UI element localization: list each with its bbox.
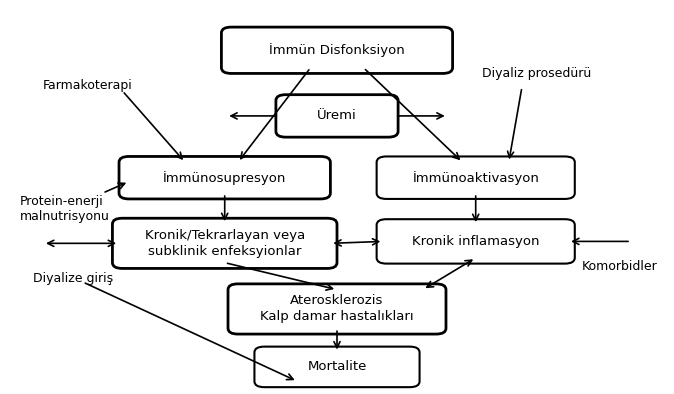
FancyBboxPatch shape bbox=[377, 219, 575, 264]
Text: İmmünoaktivasyon: İmmünoaktivasyon bbox=[412, 171, 539, 185]
FancyBboxPatch shape bbox=[377, 156, 575, 199]
FancyBboxPatch shape bbox=[276, 95, 398, 137]
Text: Kronik inflamasyon: Kronik inflamasyon bbox=[412, 235, 539, 248]
Text: Diyaliz prosedürü: Diyaliz prosedürü bbox=[483, 67, 592, 80]
Text: Diyalize giriş: Diyalize giriş bbox=[33, 271, 113, 284]
FancyBboxPatch shape bbox=[119, 156, 330, 199]
Text: İmmün Disfonksiyon: İmmün Disfonksiyon bbox=[269, 43, 405, 57]
Text: Protein-enerji
malnutrisyonu: Protein-enerji malnutrisyonu bbox=[20, 195, 110, 223]
Text: Komorbidler: Komorbidler bbox=[582, 260, 657, 273]
Text: Üremi: Üremi bbox=[317, 110, 357, 123]
FancyBboxPatch shape bbox=[221, 27, 453, 73]
FancyBboxPatch shape bbox=[255, 347, 419, 387]
Text: İmmünosupresyon: İmmünosupresyon bbox=[163, 171, 286, 185]
FancyBboxPatch shape bbox=[228, 284, 446, 334]
Text: Farmakoterapi: Farmakoterapi bbox=[43, 78, 133, 91]
Text: Aterosklerozis
Kalp damar hastalıkları: Aterosklerozis Kalp damar hastalıkları bbox=[260, 294, 414, 323]
Text: Kronik/Tekrarlayan veya
subklinik enfeksyionlar: Kronik/Tekrarlayan veya subklinik enfeks… bbox=[145, 229, 305, 258]
FancyBboxPatch shape bbox=[113, 218, 337, 268]
Text: Mortalite: Mortalite bbox=[307, 361, 367, 374]
